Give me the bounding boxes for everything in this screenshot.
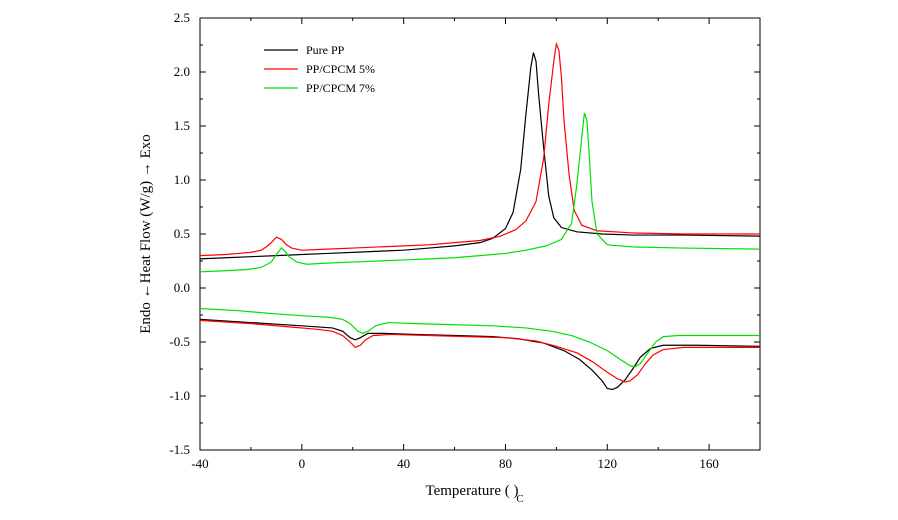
y-tick-label: 2.5 (174, 10, 190, 25)
y-tick-label: 1.0 (174, 172, 190, 187)
x-tick-label: 120 (598, 456, 618, 471)
series-line (200, 53, 760, 259)
dsc-chart: -40 0 40 80 120 160 -1.5 -1.0 -0.5 0.0 0.5 1.0 1.5 2.… (0, 0, 898, 520)
legend-label: PP/CPCM 5% (306, 62, 375, 76)
y-axis-label: Endo ←Heat Flow (W/g) → Exo (138, 134, 154, 334)
series-line (200, 309, 760, 367)
x-axis-label-sub: C (516, 493, 523, 505)
x-tick-label: 40 (397, 456, 410, 471)
y-tick-label: 1.5 (174, 118, 190, 133)
x-tick-label: 160 (699, 456, 719, 471)
x-tick-label: 80 (499, 456, 512, 471)
y-tick-label: -0.5 (169, 334, 190, 349)
series-group (200, 44, 760, 390)
axes-group: -40 0 40 80 120 160 -1.5 -1.0 -0.5 0.0 0.5 1.0 1.5 2.… (169, 10, 760, 471)
legend-label: PP/CPCM 7% (306, 81, 375, 95)
series-line (200, 113, 760, 272)
y-tick-label: 0.5 (174, 226, 190, 241)
y-tick-label: 2.0 (174, 64, 190, 79)
y-tick-label: 0.0 (174, 280, 190, 295)
x-tick-label: -40 (191, 456, 208, 471)
chart-svg: -40 0 40 80 120 160 -1.5 -1.0 -0.5 0.0 0.5 1.0 1.5 2.… (0, 0, 898, 520)
y-tick-label: -1.0 (169, 388, 190, 403)
series-line (200, 319, 760, 389)
series-line (200, 44, 760, 256)
legend-group: Pure PP PP/CPCM 5% PP/CPCM 7% (264, 43, 375, 95)
series-line (200, 320, 760, 382)
axis-labels: Temperature ( )C Endo ←Heat Flow (W/g) → … (138, 134, 524, 505)
x-axis-label: Temperature ( ) (425, 483, 518, 499)
x-tick-label: 0 (299, 456, 306, 471)
legend-label: Pure PP (306, 43, 345, 57)
y-tick-label: -1.5 (169, 442, 190, 457)
